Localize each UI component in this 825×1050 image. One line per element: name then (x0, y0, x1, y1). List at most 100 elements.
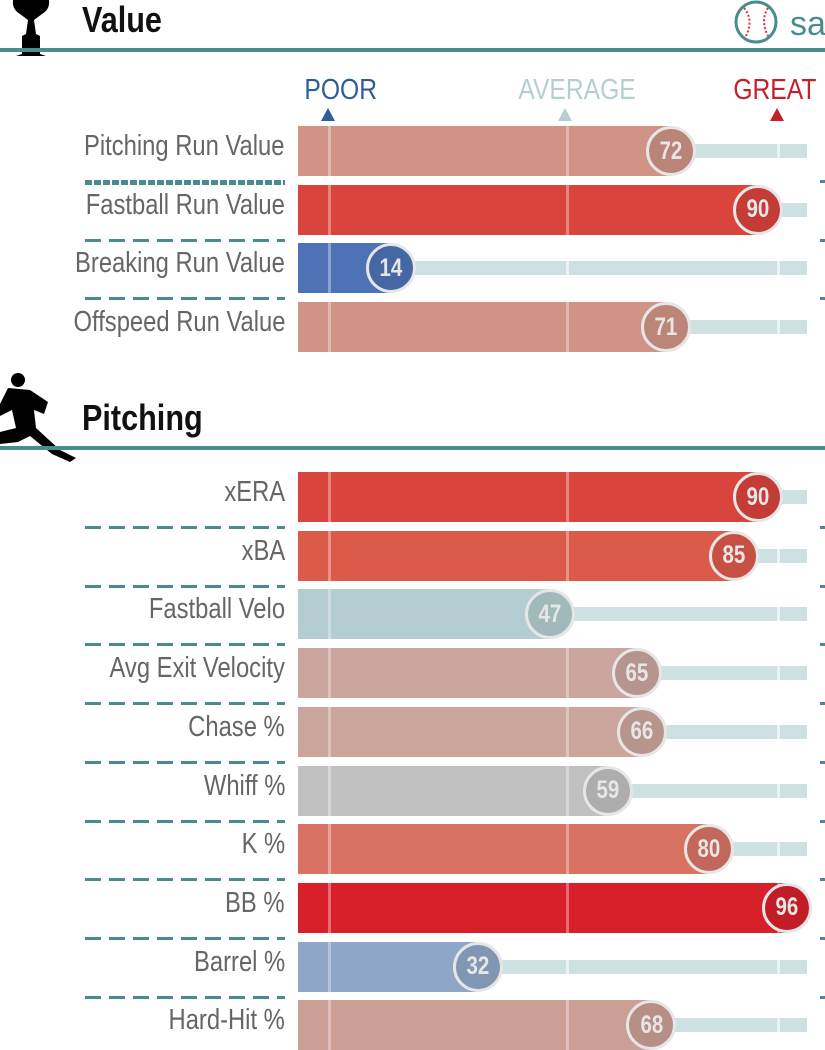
percentile-track (671, 1018, 807, 1032)
reference-line (566, 531, 569, 581)
reference-line (328, 185, 331, 235)
percentile-value: 96 (762, 883, 812, 933)
reference-line (328, 707, 331, 757)
percentile-value: 59 (583, 766, 633, 816)
percentile-bar (298, 883, 787, 933)
row-divider (820, 761, 825, 764)
reference-line (328, 531, 331, 581)
row-divider (85, 239, 285, 242)
baseball-icon (732, 0, 780, 48)
percentile-bar (298, 531, 734, 581)
poor-marker (321, 108, 335, 121)
reference-line (328, 472, 331, 522)
reference-line (328, 942, 331, 992)
reference-line (566, 824, 569, 874)
reference-line (328, 824, 331, 874)
row-divider (820, 585, 825, 588)
percentile-value: 90 (733, 185, 783, 235)
reference-line (566, 126, 569, 176)
row-divider (85, 937, 285, 940)
percentile-track (411, 261, 807, 275)
reference-line (328, 883, 331, 933)
row-divider (820, 526, 825, 529)
percentile-bar (298, 824, 709, 874)
percentile-bar (298, 766, 608, 816)
reference-line (328, 766, 331, 816)
reference-line (566, 261, 569, 275)
percentile-bar (298, 589, 550, 639)
reference-line (777, 1018, 780, 1032)
percentile-value: 85 (709, 531, 759, 581)
reference-line (777, 960, 780, 974)
percentile-value: 68 (626, 1000, 676, 1050)
reference-line (328, 243, 331, 293)
metric-label: Fastball Run Value (86, 189, 285, 222)
percentile-value: 47 (525, 589, 575, 639)
row-divider (820, 239, 825, 242)
row-divider (85, 585, 285, 588)
reference-line (777, 144, 780, 158)
percentile-bar (298, 126, 671, 176)
reference-line (777, 549, 780, 563)
reference-line (777, 607, 780, 621)
row-divider (85, 643, 285, 646)
scale-label-poor: POOR (304, 74, 377, 107)
percentile-bar (298, 472, 758, 522)
percentile-track (657, 666, 807, 680)
row-divider (820, 937, 825, 940)
percentile-track (628, 784, 807, 798)
reference-line (777, 666, 780, 680)
reference-line (566, 648, 569, 698)
metric-label: Whiff % (203, 770, 285, 803)
metric-label: Pitching Run Value (84, 130, 285, 163)
reference-line (328, 1000, 331, 1050)
great-marker (770, 108, 784, 121)
percentile-track (686, 320, 807, 334)
reference-line (777, 725, 780, 739)
metric-label: BB % (226, 887, 285, 920)
row-divider (85, 297, 285, 300)
percentile-track (754, 549, 807, 563)
percentile-bar (298, 302, 666, 352)
row-divider (85, 702, 285, 705)
percentile-value: 72 (646, 126, 696, 176)
reference-line (566, 472, 569, 522)
section-title-pitching: Pitching (82, 397, 203, 439)
section-divider (0, 48, 825, 52)
percentile-bar (298, 648, 637, 698)
savant-logo: sa (732, 0, 825, 48)
row-divider (85, 996, 285, 999)
metric-label: Chase % (189, 711, 285, 744)
metric-label: Barrel % (194, 946, 285, 979)
row-divider (820, 878, 825, 881)
reference-line (566, 766, 569, 816)
row-divider (85, 878, 285, 881)
reference-line (328, 589, 331, 639)
percentile-bar (298, 942, 478, 992)
percentile-value: 90 (733, 472, 783, 522)
percentile-value: 65 (612, 648, 662, 698)
metric-label: Breaking Run Value (75, 247, 285, 280)
reference-line (566, 1000, 569, 1050)
row-divider (85, 820, 285, 823)
row-divider (85, 761, 285, 764)
average-marker (558, 108, 572, 121)
logo-text: sa (790, 5, 825, 44)
reference-line (566, 960, 569, 974)
metric-label: xBA (241, 535, 285, 568)
reference-line (566, 707, 569, 757)
reference-line (328, 302, 331, 352)
scale-label-average: AVERAGE (518, 74, 635, 107)
scale-label-great: GREAT (733, 74, 816, 107)
percentile-value: 66 (617, 707, 667, 757)
section-divider (0, 446, 825, 450)
percentile-value: 14 (366, 243, 416, 293)
metric-label: Avg Exit Velocity (110, 652, 285, 685)
metric-label: xERA (224, 476, 285, 509)
row-divider (820, 297, 825, 300)
reference-line (328, 648, 331, 698)
reference-line (328, 126, 331, 176)
section-title-value: Value (82, 0, 162, 41)
reference-line (566, 302, 569, 352)
percentile-track (691, 144, 807, 158)
